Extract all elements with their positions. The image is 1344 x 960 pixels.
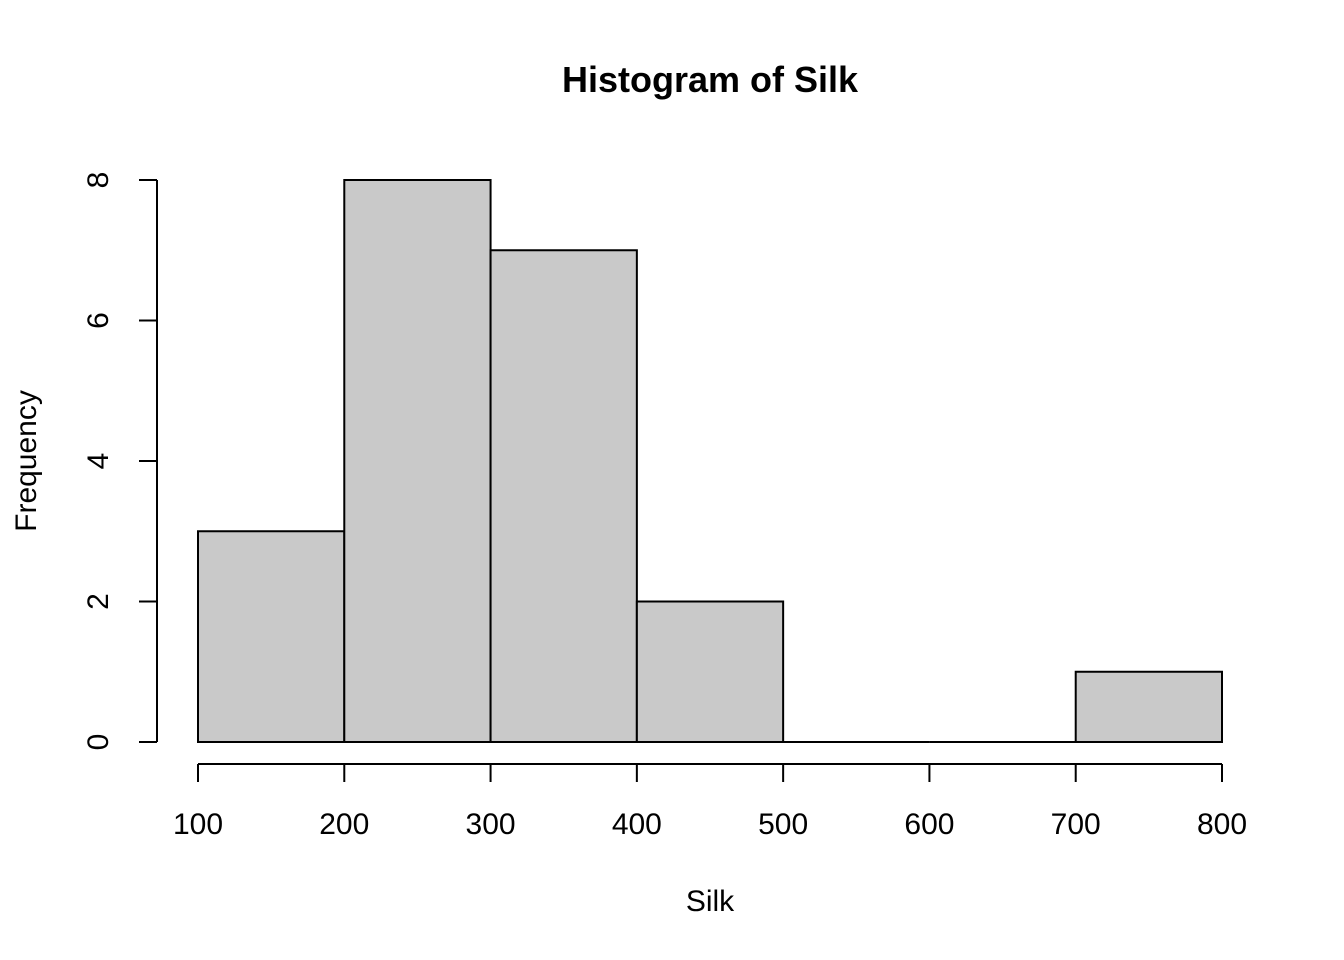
- y-tick-label-0: 0: [82, 734, 115, 751]
- x-tick-label-700: 700: [1051, 808, 1101, 841]
- y-tick-label-6: 6: [82, 312, 115, 329]
- y-tick-label-2: 2: [82, 593, 115, 610]
- histogram-bar-300-400: [489, 249, 638, 743]
- histogram-bar-700-800: [1074, 670, 1223, 743]
- histogram-bar-100-200: [197, 530, 346, 743]
- x-tick-label-300: 300: [466, 808, 516, 841]
- x-tick-label-400: 400: [612, 808, 662, 841]
- y-tick-label-4: 4: [82, 453, 115, 470]
- x-tick-label-800: 800: [1197, 808, 1247, 841]
- x-axis-title: Silk: [686, 885, 735, 918]
- y-axis-title: Frequency: [10, 390, 43, 532]
- x-tick-label-600: 600: [904, 808, 954, 841]
- bars-group: [197, 179, 1223, 743]
- x-tick-label-100: 100: [173, 808, 223, 841]
- y-tick-label-8: 8: [82, 172, 115, 189]
- chart-title: Histogram of Silk: [562, 59, 859, 100]
- x-axis: 100 200 300 400 500 600 700 800: [173, 763, 1247, 841]
- histogram-bar-400-500: [635, 600, 785, 743]
- x-tick-label-200: 200: [319, 808, 369, 841]
- x-tick-label-500: 500: [758, 808, 808, 841]
- y-axis: 0 2 4 6 8: [82, 172, 158, 751]
- histogram-bar-200-300: [343, 179, 492, 743]
